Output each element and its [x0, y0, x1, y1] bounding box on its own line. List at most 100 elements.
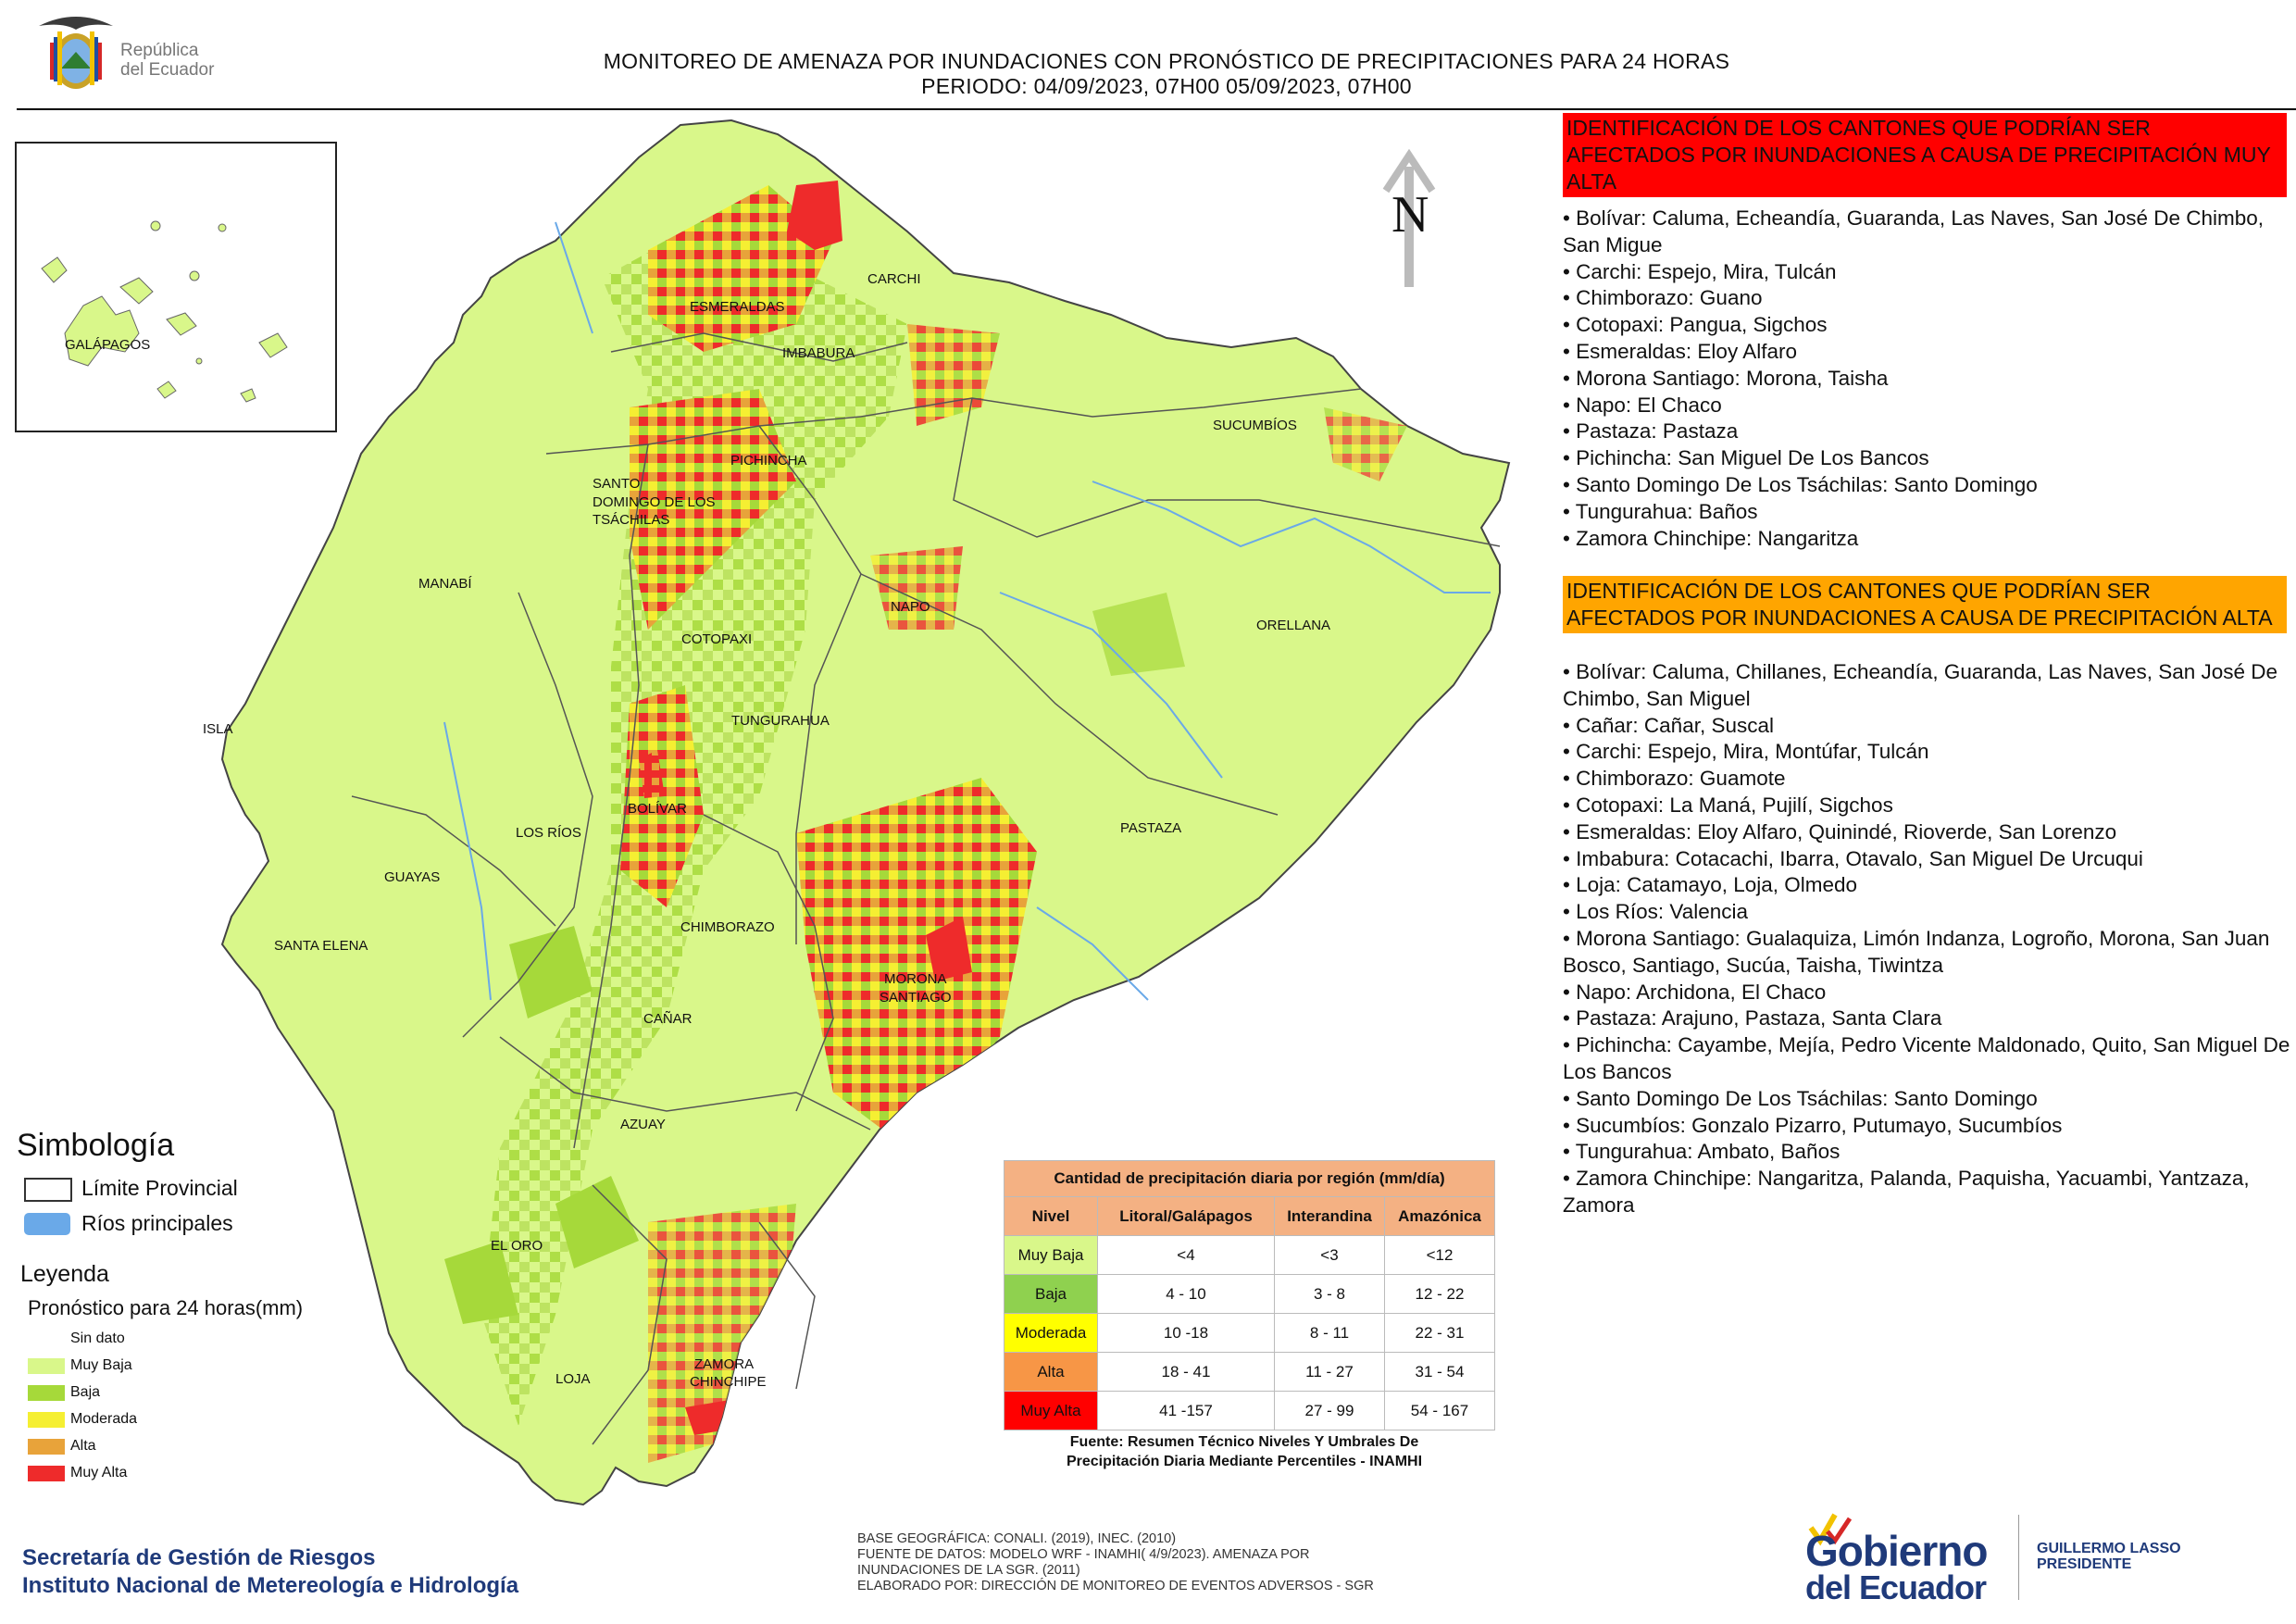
table-cell-nivel: Alta — [1004, 1352, 1098, 1392]
provincial-boundary-label: Límite Provincial — [81, 1176, 238, 1200]
credits-line1: BASE GEOGRÁFICA: CONALI. (2019), INEC. (… — [857, 1531, 1177, 1546]
provincial-boundary-swatch — [24, 1178, 72, 1202]
table-cell-nivel: Muy Baja — [1004, 1235, 1098, 1275]
ecuador-coat-of-arms-icon — [39, 17, 113, 89]
table-cell: <3 — [1274, 1235, 1385, 1275]
label-manabi: MANABÍ — [418, 576, 472, 592]
alta-cantons-list: • Bolívar: Caluma, Chillanes, Echeandía,… — [1563, 659, 2296, 1219]
list-item: • Zamora Chinchipe: Nangaritza — [1563, 526, 1859, 550]
legend-item-sin-dato: Sin dato — [70, 1330, 125, 1346]
gobierno-logo-word1: Gobierno — [1805, 1527, 1988, 1575]
legend-title: Leyenda — [20, 1261, 109, 1287]
alta-panel-heading: IDENTIFICACIÓN DE LOS CANTONES QUE PODRÍ… — [1563, 576, 2287, 633]
table-cell-nivel: Muy Alta — [1004, 1391, 1098, 1430]
legend-item-muy-baja: Muy Baja — [70, 1357, 132, 1373]
table-source-line2: Precipitación Diaria Mediante Percentile… — [1066, 1454, 1423, 1469]
list-item: • Napo: El Chaco — [1563, 393, 1722, 417]
table-source-line1: Fuente: Resumen Técnico Niveles Y Umbral… — [1069, 1434, 1419, 1450]
list-item: • Chimborazo: Guamote — [1563, 767, 1786, 791]
list-item: • Santo Domingo De Los Tsáchilas: Santo … — [1563, 472, 2038, 496]
legend-swatch-alta — [28, 1439, 65, 1455]
legend-swatch-muy-baja — [28, 1358, 65, 1374]
legend-swatch-baja — [28, 1385, 65, 1401]
institution-line2: Instituto Nacional de Metereología e Hid… — [22, 1573, 519, 1598]
institution-line1: Secretaría de Gestión de Riesgos — [22, 1545, 376, 1570]
list-item: • Esmeraldas: Eloy Alfaro — [1563, 339, 1797, 363]
label-napo: NAPO — [891, 599, 930, 615]
label-bolivar: BOLÍVAR — [628, 801, 687, 817]
label-imbabura: IMBABURA — [782, 345, 855, 361]
table-row: Muy Alta 41 -157 27 - 99 54 - 167 — [1004, 1391, 1495, 1430]
list-item: • Zamora Chinchipe: Nangaritza, Palanda,… — [1563, 1167, 2250, 1217]
precipitation-thresholds-table: Cantidad de precipitación diaria por reg… — [1004, 1160, 1495, 1430]
list-item: • Imbabura: Cotacachi, Ibarra, Otavalo, … — [1563, 846, 2143, 870]
credits-line4: ELABORADO POR: DIRECCIÓN DE MONITOREO DE… — [857, 1579, 1374, 1593]
label-zamora-2: CHINCHIPE — [690, 1374, 767, 1390]
table-row: Muy Baja <4 <3 <12 — [1004, 1235, 1495, 1275]
list-item: • Bolívar: Caluma, Chillanes, Echeandía,… — [1563, 660, 2278, 710]
list-item: • Santo Domingo De Los Tsáchilas: Santo … — [1563, 1086, 2038, 1110]
table-cell: 18 - 41 — [1097, 1352, 1275, 1392]
label-pichincha: PICHINCHA — [730, 453, 807, 468]
list-item: • Carchi: Espejo, Mira, Tulcán — [1563, 259, 1837, 283]
table-cell-nivel: Baja — [1004, 1274, 1098, 1314]
label-zamora-1: ZAMORA — [694, 1356, 754, 1372]
list-item: • Sucumbíos: Gonzalo Pizarro, Putumayo, … — [1563, 1113, 2063, 1137]
list-item: • Pastaza: Pastaza — [1563, 419, 1739, 443]
list-item: • Morona Santiago: Morona, Taisha — [1563, 366, 1889, 390]
label-sucumbios: SUCUMBÍOS — [1213, 418, 1297, 433]
gobierno-logo-mark-icon — [1808, 1513, 1853, 1546]
list-item: • Cotopaxi: La Maná, Pujilí, Sigchos — [1563, 793, 1893, 817]
list-item: • Carchi: Espejo, Mira, Montúfar, Tulcán — [1563, 740, 1929, 764]
label-morona-1: MORONA — [884, 971, 947, 987]
label-guayas: GUAYAS — [384, 869, 440, 885]
list-item: • Pichincha: Cayambe, Mejía, Pedro Vicen… — [1563, 1033, 2290, 1083]
table-cell: 11 - 27 — [1274, 1352, 1385, 1392]
table-header-litoral: Litoral/Galápagos — [1097, 1196, 1275, 1236]
page-title: MONITOREO DE AMENAZA POR INUNDACIONES CO… — [603, 49, 1730, 73]
legend-item-alta: Alta — [70, 1438, 96, 1454]
label-esmeraldas: ESMERALDAS — [690, 299, 785, 315]
label-isla: ISLA — [203, 721, 233, 737]
label-canar: CAÑAR — [643, 1011, 693, 1027]
credits-line3: INUNDACIONES DE LA SGR. (2011) — [857, 1563, 1080, 1578]
list-item: • Pichincha: San Miguel De Los Bancos — [1563, 446, 1929, 470]
label-santo-domingo-1: SANTO — [593, 476, 640, 492]
symbology-title: Simbología — [17, 1128, 175, 1163]
table-source-note: Fuente: Resumen Técnico Niveles Y Umbral… — [1004, 1432, 1485, 1471]
table-cell: 22 - 31 — [1384, 1313, 1495, 1353]
republica-ecuador-logo-text: República del Ecuador — [120, 41, 214, 80]
table-cell: <4 — [1097, 1235, 1275, 1275]
label-cotopaxi: COTOPAXI — [681, 631, 752, 647]
legend-subtitle: Pronóstico para 24 horas(mm) — [28, 1296, 304, 1319]
table-header-amazonica: Amazónica — [1384, 1196, 1495, 1236]
label-los-rios: LOS RÍOS — [516, 825, 581, 841]
label-santo-domingo-3: TSÁCHILAS — [593, 512, 669, 528]
table-row: Baja 4 - 10 3 - 8 12 - 22 — [1004, 1274, 1495, 1314]
legend-item-muy-alta: Muy Alta — [70, 1465, 128, 1480]
president-credit: GUILLERMO LASSO PRESIDENTE — [2037, 1541, 2181, 1572]
table-cell: 12 - 22 — [1384, 1274, 1495, 1314]
table-cell: 3 - 8 — [1274, 1274, 1385, 1314]
legend-item-baja: Baja — [70, 1384, 101, 1400]
table-header-interandina: Interandina — [1274, 1196, 1385, 1236]
table-cell-nivel: Moderada — [1004, 1313, 1098, 1353]
table-cell: 31 - 54 — [1384, 1352, 1495, 1392]
list-item: • Morona Santiago: Gualaquiza, Limón Ind… — [1563, 926, 2270, 977]
legend-item-moderada: Moderada — [70, 1411, 138, 1427]
table-cell: 4 - 10 — [1097, 1274, 1275, 1314]
list-item: • Loja: Catamayo, Loja, Olmedo — [1563, 873, 1858, 897]
north-arrow-icon: N — [1382, 148, 1436, 287]
legend-swatch-sin-dato — [28, 1331, 65, 1347]
logo-text-line2: del Ecuador — [120, 60, 215, 80]
table-row: Moderada 10 -18 8 - 11 22 - 31 — [1004, 1313, 1495, 1353]
galapagos-label: GALÁPAGOS — [65, 337, 150, 353]
logo-divider — [2018, 1515, 2019, 1600]
precipitation-forecast-layer — [444, 181, 1407, 1463]
table-cell: 10 -18 — [1097, 1313, 1275, 1353]
president-name: GUILLERMO LASSO — [2037, 1541, 2181, 1556]
rivers-label: Ríos principales — [81, 1211, 233, 1235]
table-title: Cantidad de precipitación diaria por reg… — [1004, 1160, 1495, 1197]
label-pastaza: PASTAZA — [1120, 820, 1181, 836]
list-item: • Tungurahua: Ambato, Baños — [1563, 1140, 1841, 1164]
